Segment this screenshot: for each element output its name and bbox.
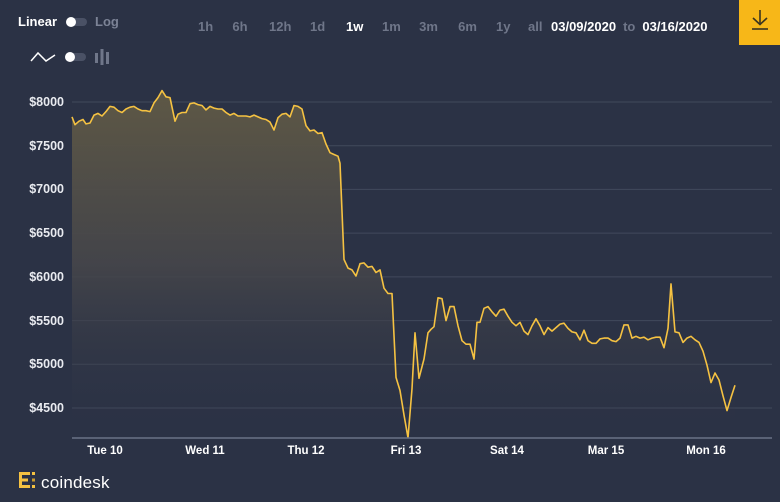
range-6m[interactable]: 6m xyxy=(458,19,477,34)
x-axis-label: Wed 11 xyxy=(185,445,225,457)
scale-switch[interactable] xyxy=(66,16,88,27)
y-axis-label: $7000 xyxy=(29,182,64,197)
range-3m[interactable]: 3m xyxy=(419,19,438,34)
date-to-input[interactable]: 03/16/2020 xyxy=(642,19,708,34)
x-axis-label: Mon 16 xyxy=(686,445,726,457)
coindesk-brand[interactable]: coindesk xyxy=(18,471,110,494)
y-axis-label: $6500 xyxy=(29,226,64,241)
line-chart-icon[interactable] xyxy=(30,50,56,64)
switch-knob xyxy=(65,52,75,62)
date-range: 03/09/2020 to 03/16/2020 xyxy=(551,19,707,34)
y-axis-label: $5500 xyxy=(29,313,64,328)
y-axis-label: $4500 xyxy=(29,401,64,415)
candlestick-icon[interactable] xyxy=(94,48,110,66)
brand-name: coindesk xyxy=(41,472,110,492)
switch-knob xyxy=(66,16,77,27)
price-area-fill xyxy=(72,90,735,438)
range-6h[interactable]: 6h xyxy=(232,19,248,34)
range-1w[interactable]: 1w xyxy=(346,19,364,34)
x-axis-label: Thu 12 xyxy=(287,445,325,457)
range-all[interactable]: all xyxy=(528,19,543,34)
x-axis-label: Sat 14 xyxy=(490,445,524,457)
price-line xyxy=(71,89,736,439)
range-1y[interactable]: 1y xyxy=(496,19,511,34)
chart-toolbar: Linear Log 1h 6h 12h 1d 1w 1m 3m 6m 1y a… xyxy=(0,0,780,65)
range-1m[interactable]: 1m xyxy=(382,19,401,34)
download-button[interactable] xyxy=(739,0,780,45)
scale-toggle[interactable]: Linear Log xyxy=(18,14,119,29)
y-axis-label: $8000 xyxy=(29,95,64,109)
y-axis-label: $6000 xyxy=(29,269,64,284)
x-axis-label: Tue 10 xyxy=(87,445,123,457)
download-icon xyxy=(750,9,770,36)
range-12h[interactable]: 12h xyxy=(269,19,292,34)
range-1h[interactable]: 1h xyxy=(198,19,214,34)
date-from-input[interactable]: 03/09/2020 xyxy=(551,19,617,34)
range-1d[interactable]: 1d xyxy=(310,19,326,34)
scale-linear-label[interactable]: Linear xyxy=(18,14,58,29)
time-range-selector: 1h 6h 12h 1d 1w 1m 3m 6m 1y all xyxy=(198,19,542,34)
coindesk-logo-icon xyxy=(18,471,36,494)
x-axis-label: Mar 15 xyxy=(587,445,625,457)
y-axis-label: $7500 xyxy=(29,138,64,153)
scale-log-label[interactable]: Log xyxy=(95,14,119,29)
chart-type-switch[interactable] xyxy=(65,52,86,62)
chart-type-toggle[interactable] xyxy=(30,48,110,66)
date-separator: to xyxy=(623,19,636,34)
y-axis-label: $5000 xyxy=(29,357,64,372)
x-axis-label: Fri 13 xyxy=(390,445,422,457)
